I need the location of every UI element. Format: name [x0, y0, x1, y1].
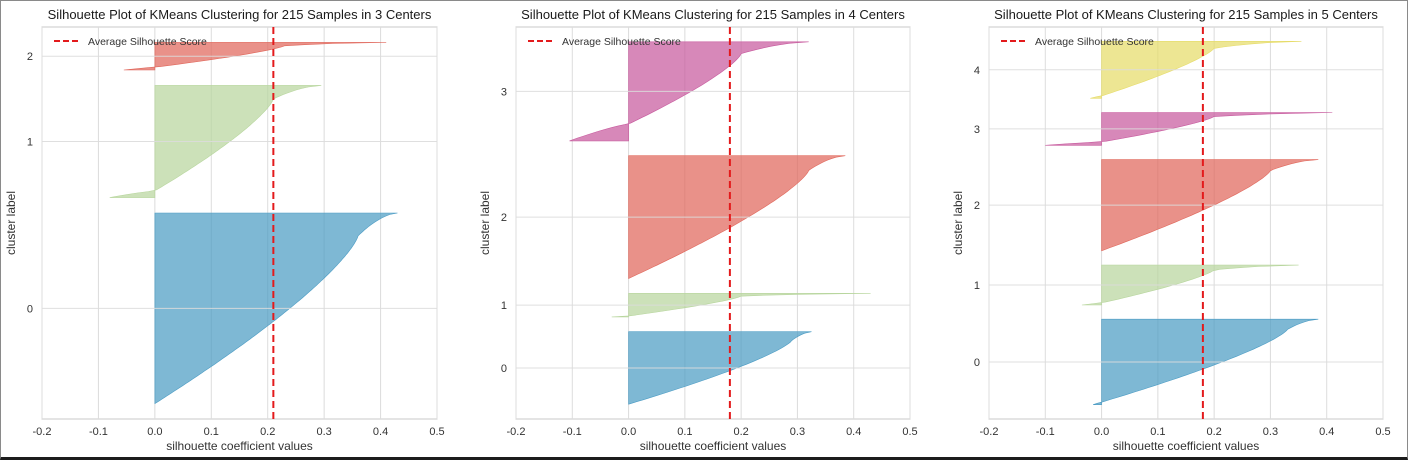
- legend-label: Average Silhouette Score: [88, 36, 207, 48]
- x-tick-label: 0.4: [1319, 426, 1334, 438]
- x-tick-label: 0.2: [733, 426, 748, 438]
- cluster-1-silhouette: [1081, 264, 1299, 306]
- silhouette-panel-1: -0.2 -0.1 0.0 0.1 0.2 0.3 0.4 0.5 0 1 2 Average Sil…: [4, 7, 445, 453]
- x-tick-label: 0.3: [790, 426, 805, 438]
- y-tick-label: 3: [974, 124, 980, 136]
- x-tick-label: 0.3: [1263, 426, 1278, 438]
- y-tick-label: 0: [974, 357, 980, 369]
- cluster-2-silhouette: [123, 42, 387, 71]
- x-tick-label: 0.2: [1206, 426, 1221, 438]
- x-tick-label: -0.1: [1036, 426, 1055, 438]
- y-tick-label: 2: [501, 212, 507, 224]
- y-axis-label: cluster label: [951, 191, 965, 255]
- x-tick-label: 0.5: [1375, 426, 1390, 438]
- chart-title: Silhouette Plot of KMeans Clustering for…: [48, 7, 432, 22]
- y-tick-label: 0: [501, 363, 507, 375]
- silhouette-panel-3: -0.2 -0.1 0.0 0.1 0.2 0.3 0.4 0.5 0 1 2 3 4 Average S…: [951, 7, 1391, 453]
- cluster-1-silhouette: [611, 292, 871, 318]
- y-tick-label: 0: [27, 303, 33, 315]
- y-tick-label: 3: [501, 86, 507, 98]
- chart-title: Silhouette Plot of KMeans Clustering for…: [521, 7, 905, 22]
- legend-label: Average Silhouette Score: [562, 36, 681, 48]
- x-tick-label: 0.1: [677, 426, 692, 438]
- y-tick-label: 2: [27, 51, 33, 63]
- legend-label: Average Silhouette Score: [1035, 36, 1154, 48]
- y-axis-label: cluster label: [4, 191, 18, 255]
- x-axis-label: silhouette coefficient values: [1113, 439, 1260, 453]
- x-tick-label: 0.1: [1150, 426, 1165, 438]
- x-tick-label: 0.3: [316, 426, 331, 438]
- silhouette-panel-2: -0.2 -0.1 0.0 0.1 0.2 0.3 0.4 0.5 0 1 2 3 Average Si…: [478, 7, 918, 453]
- x-tick-label: 0.0: [147, 426, 162, 438]
- x-tick-label: 0.1: [204, 426, 219, 438]
- x-tick-label: 0.0: [1094, 426, 1109, 438]
- x-tick-label: 0.5: [902, 426, 917, 438]
- y-axis-label: cluster label: [478, 191, 492, 255]
- x-tick-label: 0.5: [429, 426, 444, 438]
- x-tick-label: -0.1: [563, 426, 582, 438]
- cluster-3-silhouette: [1045, 112, 1333, 146]
- cluster-4-silhouette: [1090, 40, 1302, 99]
- x-tick-label: -0.1: [89, 426, 108, 438]
- x-axis-label: silhouette coefficient values: [166, 439, 313, 453]
- y-tick-label: 1: [27, 137, 33, 149]
- y-tick-label: 4: [974, 65, 980, 77]
- x-tick-label: 0.4: [846, 426, 861, 438]
- x-tick-label: -0.2: [980, 426, 999, 438]
- x-tick-label: 0.0: [621, 426, 636, 438]
- x-tick-label: 0.4: [373, 426, 388, 438]
- chart-title: Silhouette Plot of KMeans Clustering for…: [994, 7, 1378, 22]
- y-tick-label: 1: [501, 300, 507, 312]
- y-tick-label: 1: [974, 280, 980, 292]
- y-tick-label: 2: [974, 200, 980, 212]
- x-axis-label: silhouette coefficient values: [640, 439, 787, 453]
- x-tick-label: 0.2: [260, 426, 275, 438]
- x-tick-label: -0.2: [507, 426, 526, 438]
- x-tick-label: -0.2: [33, 426, 52, 438]
